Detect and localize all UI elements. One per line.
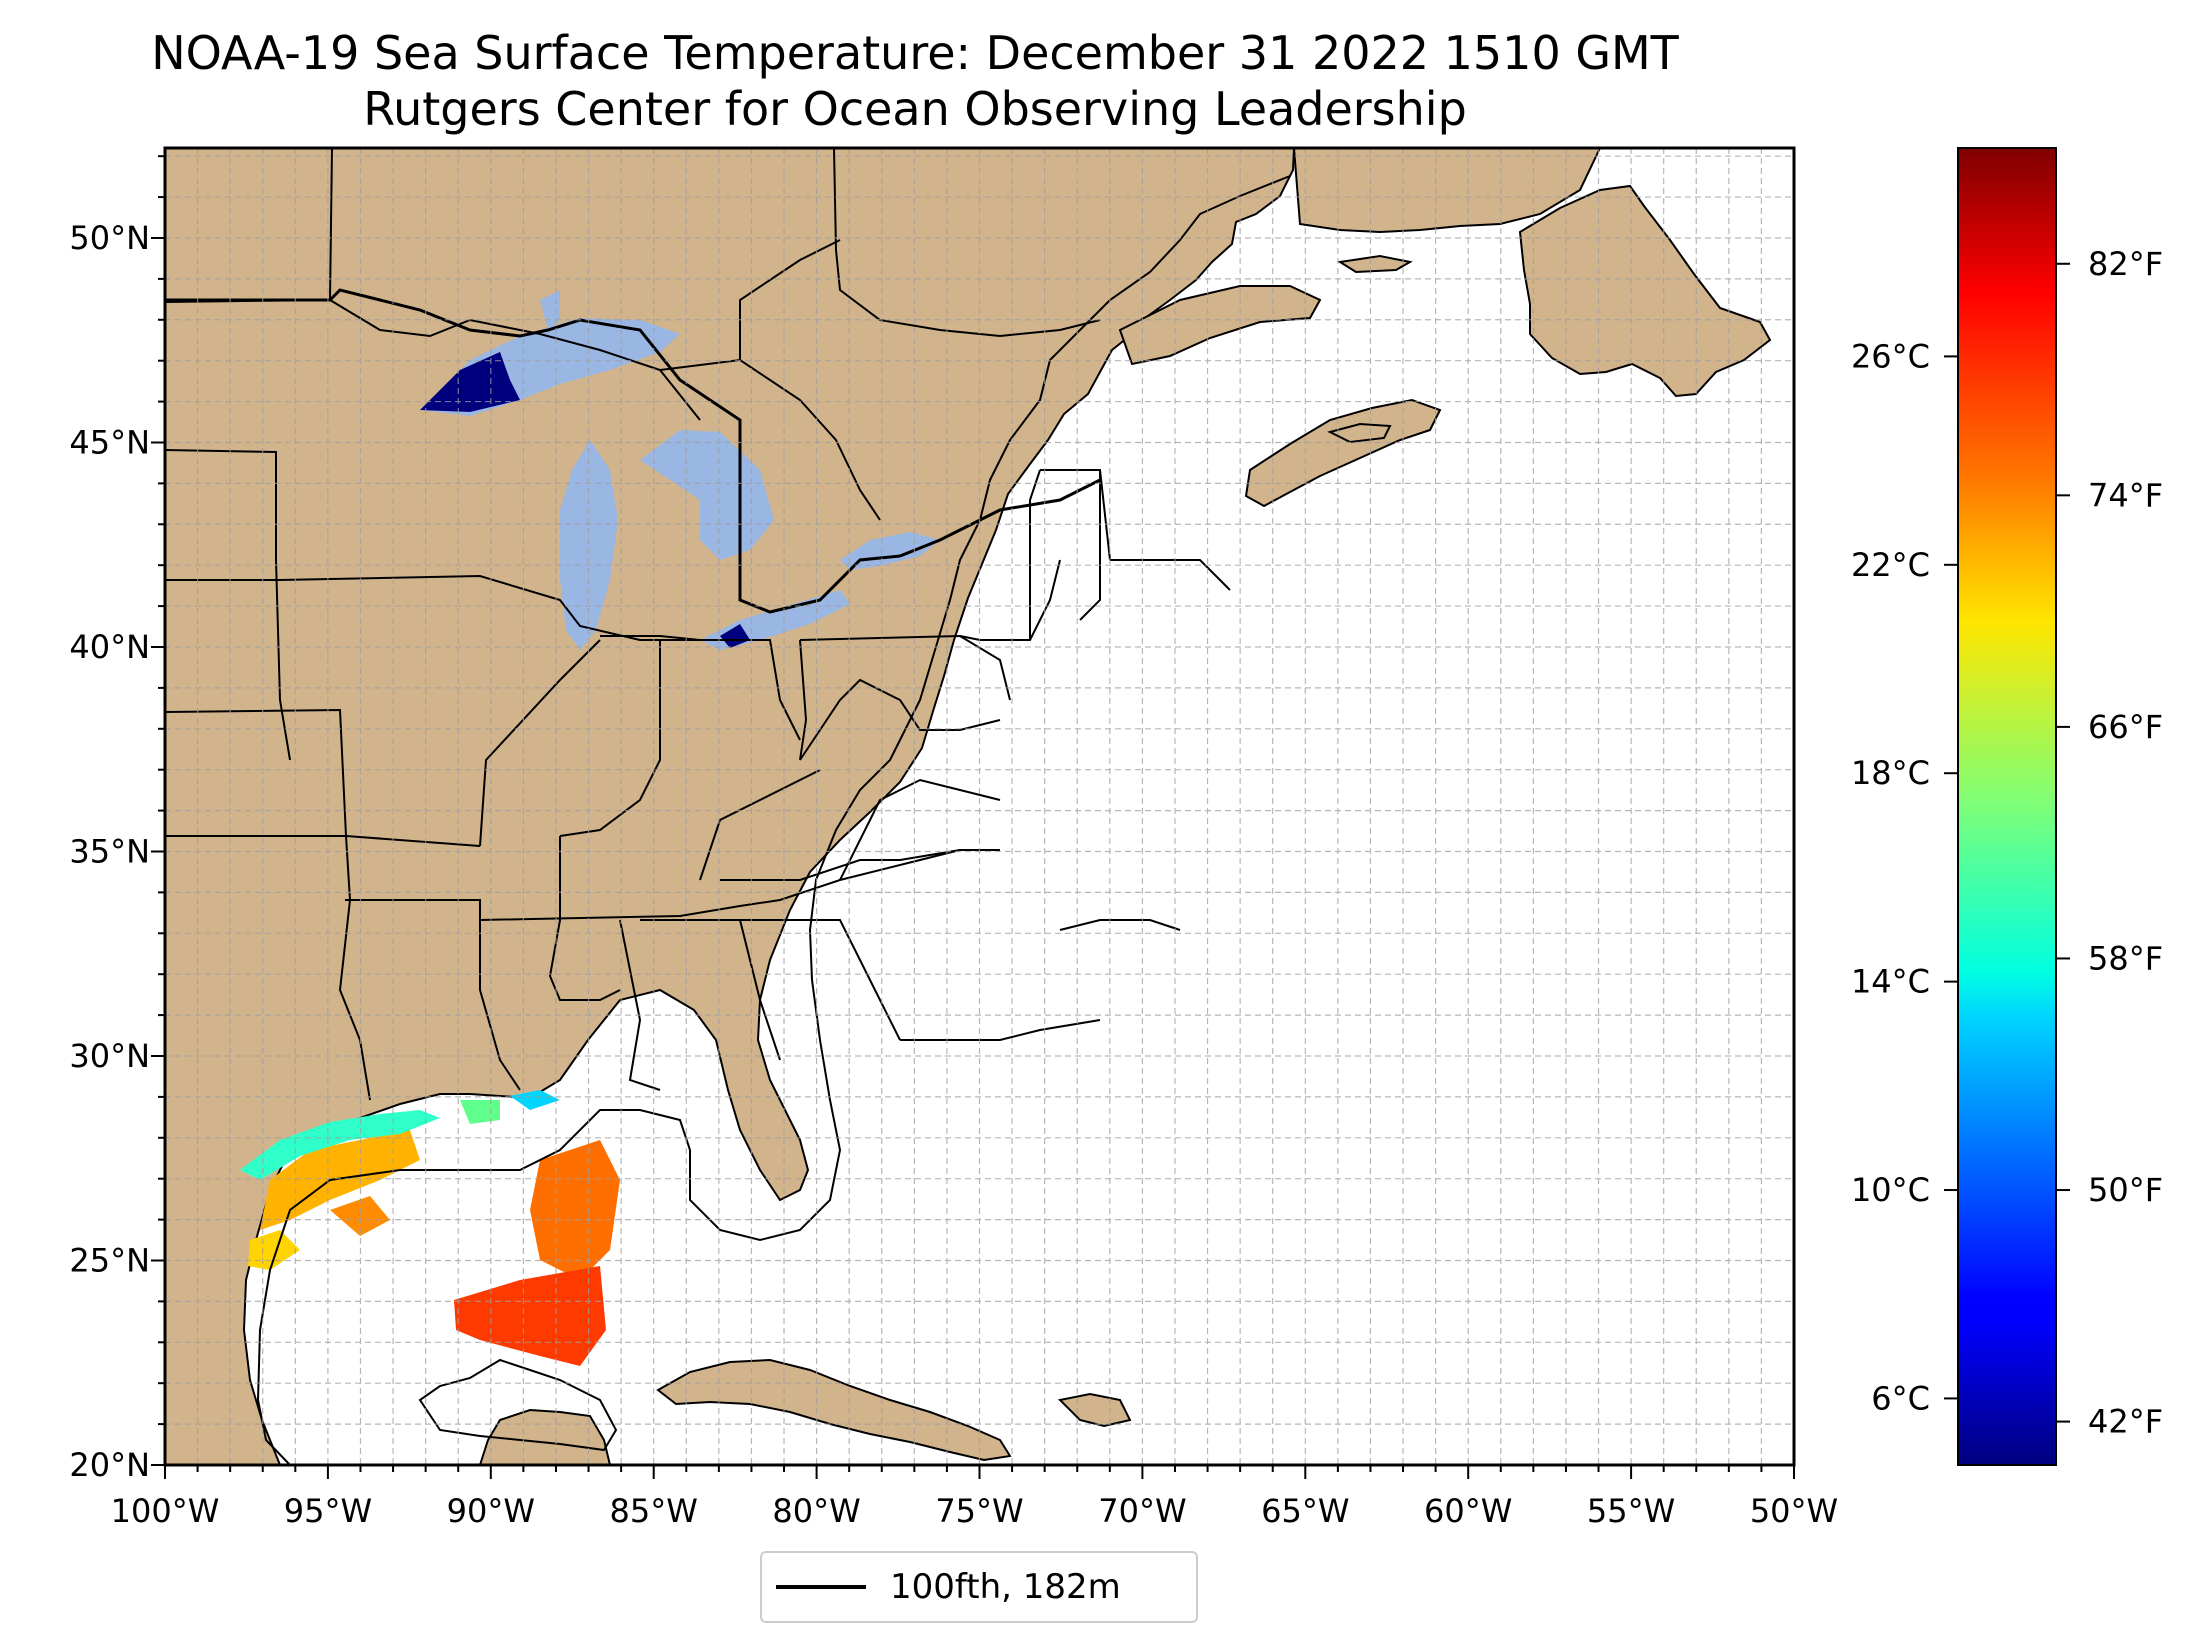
axis-ticks bbox=[151, 155, 1795, 1479]
lon-tick-label: 75°W bbox=[935, 1492, 1023, 1530]
state-boundaries bbox=[165, 148, 1231, 1101]
lake-sst-cold-2 bbox=[720, 624, 750, 648]
lon-tick-labels: 100°W 95°W 90°W 85°W 80°W 75°W 70°W 65°W… bbox=[111, 1492, 1839, 1530]
lon-tick-label: 90°W bbox=[447, 1492, 535, 1530]
lon-tick-label: 85°W bbox=[610, 1492, 698, 1530]
cuba-land bbox=[656, 1358, 1012, 1462]
legend-line-swatch bbox=[776, 1585, 866, 1589]
lat-tick-label: 20°N bbox=[69, 1446, 150, 1484]
lon-tick-label: 80°W bbox=[772, 1492, 860, 1530]
lat-tick-label: 25°N bbox=[69, 1241, 150, 1279]
celsius-tick-label: 18°C bbox=[1851, 754, 1930, 792]
quebec-border bbox=[833, 148, 1101, 338]
map-legend: 100fth, 182m bbox=[760, 1551, 1198, 1623]
pei-land bbox=[1327, 422, 1392, 444]
celsius-tick-label: 10°C bbox=[1851, 1171, 1930, 1209]
lat-tick-label: 40°N bbox=[69, 628, 150, 666]
lat-tick-label: 45°N bbox=[69, 423, 150, 461]
fahrenheit-tick-label: 42°F bbox=[2088, 1403, 2163, 1441]
lat-tick-labels: 20°N 25°N 30°N 35°N 40°N 45°N 50°N bbox=[69, 219, 150, 1484]
lon-tick-label: 95°W bbox=[284, 1492, 372, 1530]
lon-tick-label: 100°W bbox=[111, 1492, 220, 1530]
celsius-tick-labels: 26°C 22°C 18°C 14°C 10°C 6°C bbox=[1851, 337, 1930, 1417]
fahrenheit-tick-label: 50°F bbox=[2088, 1171, 2163, 1209]
legend-label: 100fth, 182m bbox=[890, 1567, 1121, 1607]
fahrenheit-tick-labels: 82°F 74°F 66°F 58°F 50°F 42°F bbox=[2088, 245, 2163, 1441]
nova-scotia-land bbox=[1244, 398, 1442, 508]
gulf-sst-swath bbox=[240, 1090, 620, 1366]
anticosti-land bbox=[1337, 254, 1413, 274]
fahrenheit-tick-label: 58°F bbox=[2088, 939, 2163, 977]
lat-tick-label: 30°N bbox=[69, 1037, 150, 1075]
celsius-tick-label: 22°C bbox=[1851, 546, 1930, 584]
lon-tick-label: 70°W bbox=[1098, 1492, 1186, 1530]
us-canada-border bbox=[165, 288, 1101, 614]
isobath-gulf-inner bbox=[418, 1358, 618, 1452]
lon-tick-label: 55°W bbox=[1587, 1492, 1675, 1530]
lat-tick-label: 35°N bbox=[69, 832, 150, 870]
celsius-tick-label: 14°C bbox=[1851, 963, 1930, 1001]
celsius-tick-label: 26°C bbox=[1851, 337, 1930, 375]
fahrenheit-tick-label: 66°F bbox=[2088, 708, 2163, 746]
newfoundland-land bbox=[1518, 184, 1772, 398]
map-area bbox=[165, 148, 1794, 1465]
map-subtitle: Rutgers Center for Ocean Observing Leade… bbox=[363, 82, 1467, 136]
map-title: NOAA-19 Sea Surface Temperature: Decembe… bbox=[151, 26, 1679, 80]
lon-tick-label: 60°W bbox=[1424, 1492, 1512, 1530]
colorbar-ticks bbox=[1944, 262, 2070, 1423]
fahrenheit-tick-label: 82°F bbox=[2088, 245, 2163, 283]
fahrenheit-tick-label: 74°F bbox=[2088, 476, 2163, 514]
gaspe-land bbox=[1118, 285, 1322, 366]
colorbar bbox=[1957, 147, 2057, 1466]
isobath-100fth bbox=[256, 175, 1291, 1465]
lat-tick-label: 50°N bbox=[69, 219, 150, 257]
lon-tick-label: 65°W bbox=[1261, 1492, 1349, 1530]
lon-tick-label: 50°W bbox=[1750, 1492, 1838, 1530]
lake-sst-cold bbox=[420, 352, 520, 412]
gridlines bbox=[165, 148, 1794, 1465]
celsius-tick-label: 6°C bbox=[1871, 1379, 1930, 1417]
